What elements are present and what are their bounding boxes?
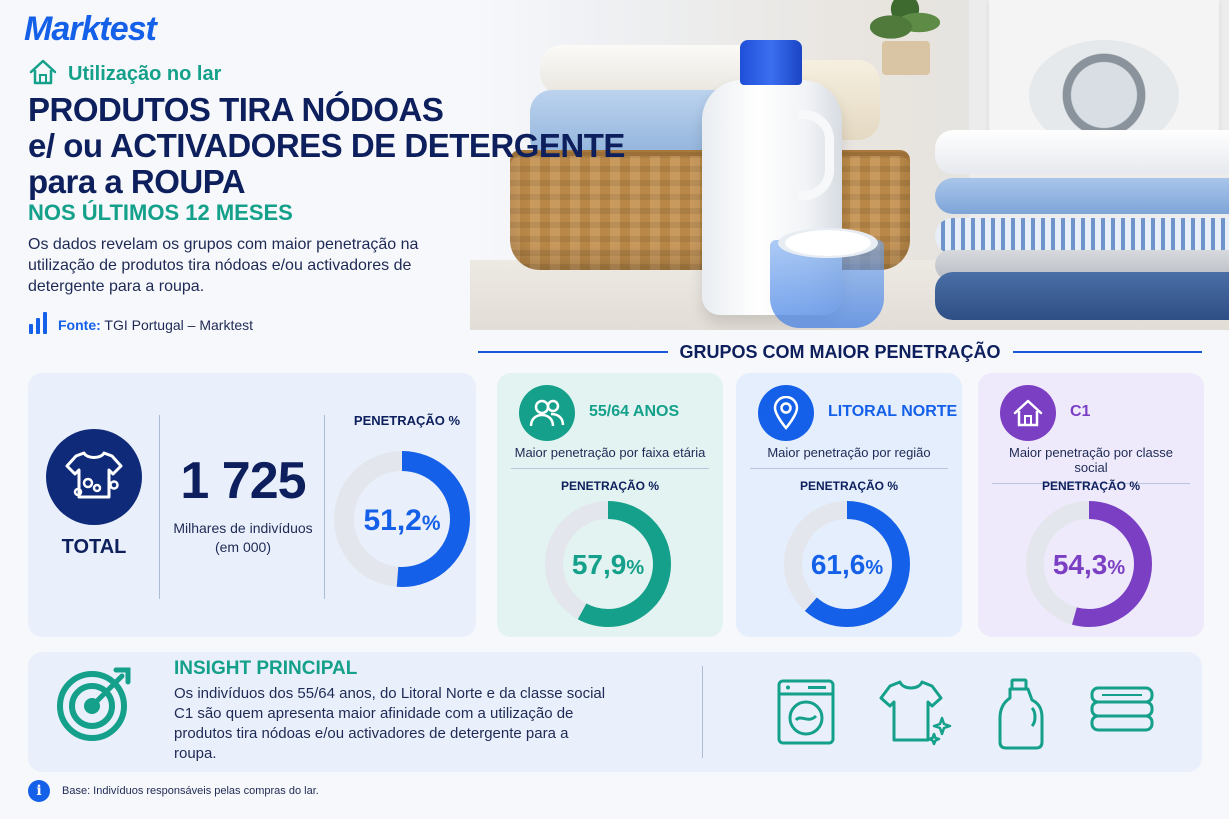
base-note: i Base: Indivíduos responsáveis pelas co…: [28, 780, 319, 802]
social-class-penetration-donut: 54,3%: [1026, 501, 1152, 627]
percent-sign: %: [1107, 557, 1125, 579]
title-line-3: para a ROUPA: [28, 163, 246, 200]
group-description: Maior penetração por faixa etária: [511, 445, 709, 469]
donut-value-arc: [334, 451, 470, 587]
caption-line-2: (em 000): [214, 539, 272, 555]
penetration-label: PENETRAÇÃO %: [1041, 479, 1140, 493]
groups-heading: GRUPOS COM MAIOR PENETRAÇÃO: [478, 340, 1203, 364]
title-line-1: PRODUTOS TIRA NÓDOAS: [28, 91, 444, 128]
divider: [324, 415, 325, 599]
clothes-stack-white: [935, 130, 1229, 174]
group-card-age: 55/64 ANOS Maior penetração por faixa et…: [497, 373, 723, 637]
target-icon: [56, 664, 134, 742]
group-name: C1: [1070, 403, 1091, 420]
total-label: TOTAL: [61, 536, 127, 558]
subheading-text: Utilização no lar: [68, 63, 222, 85]
people-icon: [519, 385, 575, 441]
base-note-text: Base: Indivíduos responsáveis pelas comp…: [62, 785, 319, 797]
group-name: LITORAL NORTE: [828, 403, 958, 420]
description-text: Os dados revelam os grupos com maior pen…: [28, 236, 419, 295]
donut-svg: 57,9%: [545, 501, 671, 627]
donut-value-arc: [1026, 501, 1152, 627]
insight-panel: INSIGHT PRINCIPAL Os indivíduos dos 55/6…: [28, 652, 1202, 772]
folded-towels-icon: [1088, 678, 1158, 750]
percent-sign: %: [865, 557, 883, 579]
subheading: Utilização no lar: [28, 58, 221, 91]
caption-line-1: Milhares de indivíduos: [173, 520, 313, 536]
group-card-region: LITORAL NORTE Maior penetração por regiã…: [736, 373, 962, 637]
groups-heading-text: GRUPOS COM MAIOR PENETRAÇÃO: [679, 341, 1001, 362]
penetration-label: PENETRAÇÃO %: [560, 479, 659, 493]
donut-svg: 54,3%: [1026, 501, 1152, 627]
house-icon: [1000, 385, 1056, 441]
percent-sign: %: [422, 512, 441, 535]
group-description: Maior penetração por classe social: [992, 445, 1190, 484]
total-value-caption: Milhares de indivíduos (em 000): [168, 519, 318, 557]
total-value: 1 725: [180, 452, 306, 510]
source-label: Fonte:: [58, 316, 101, 333]
clothes-stack-striped: [935, 218, 1229, 254]
detergent-bottle-icon: [994, 678, 1058, 750]
donut-value-label: 51,2%: [363, 504, 440, 537]
group-card-social-class: C1 Maior penetração por classe social PE…: [978, 373, 1204, 637]
age-penetration-donut: 57,9%: [545, 501, 671, 627]
heading-rule-right: [1012, 351, 1203, 353]
group-name: 55/64 ANOS: [589, 403, 680, 420]
donut-value-arc: [545, 501, 671, 627]
donut-svg: 61,6%: [784, 501, 910, 627]
total-badge: [46, 429, 142, 525]
source-line: Fonte: TGI Portugal – Marktest: [28, 312, 253, 337]
source-text: TGI Portugal – Marktest: [104, 316, 254, 333]
location-pin-icon: [758, 385, 814, 441]
marktest-logo: Marktest: [24, 10, 157, 48]
bar-chart-icon: [28, 312, 48, 337]
period-label: NOS ÚLTIMOS 12 MESES: [28, 200, 293, 225]
powder-cup-photo: [760, 228, 890, 328]
sparkling-shirt-icon: [878, 678, 958, 750]
hero-laundry-photo: [470, 0, 1229, 330]
insight-title: INSIGHT PRINCIPAL: [174, 658, 358, 679]
washing-machine-icon: [776, 678, 840, 750]
penetration-label: PENETRAÇÃO %: [799, 479, 898, 493]
percent-sign: %: [626, 557, 644, 579]
donut-value-label: 54,3%: [1053, 549, 1126, 580]
divider: [702, 666, 703, 758]
heading-rule-left: [478, 351, 668, 353]
region-penetration-donut: 61,6%: [784, 501, 910, 627]
info-icon: i: [28, 780, 50, 802]
plant-photo: [870, 0, 940, 75]
donut-value-label: 57,9%: [572, 549, 645, 580]
donut-value-label: 61,6%: [811, 549, 884, 580]
clothes-stack-lightblue: [935, 178, 1229, 214]
title-line-2: e/ ou ACTIVADORES DE DETERGENTE: [28, 127, 625, 164]
donut-svg: 51,2%: [334, 451, 470, 587]
group-description: Maior penetração por região: [750, 445, 948, 469]
donut-value-arc: [784, 501, 910, 627]
tshirt-stain-icon: [64, 447, 124, 508]
divider: [159, 415, 160, 599]
penetration-label: PENETRAÇÃO %: [353, 413, 461, 428]
house-outline-icon: [28, 58, 58, 91]
total-card: TOTAL 1 725 Milhares de indivíduos (em 0…: [28, 373, 476, 637]
clothes-stack-denim: [935, 272, 1229, 320]
total-penetration-donut: 51,2%: [334, 451, 470, 587]
insight-text: Os indivíduos dos 55/64 anos, do Litoral…: [174, 685, 606, 762]
page-title: PRODUTOS TIRA NÓDOAS e/ ou ACTIVADORES D…: [28, 92, 628, 200]
